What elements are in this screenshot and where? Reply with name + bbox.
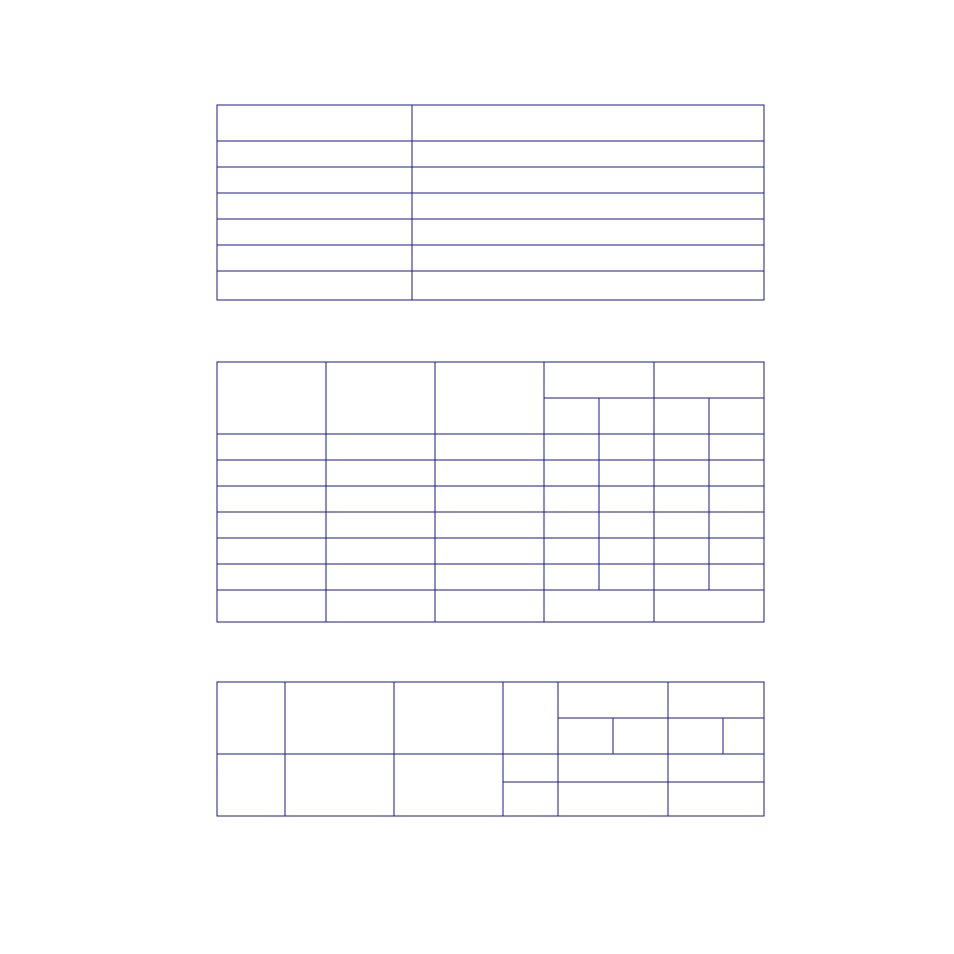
table-3	[217, 682, 764, 816]
table-border	[217, 682, 764, 816]
table-2	[217, 362, 764, 622]
diagram-canvas	[0, 0, 954, 954]
table-border	[217, 362, 764, 622]
table-1	[217, 105, 764, 300]
